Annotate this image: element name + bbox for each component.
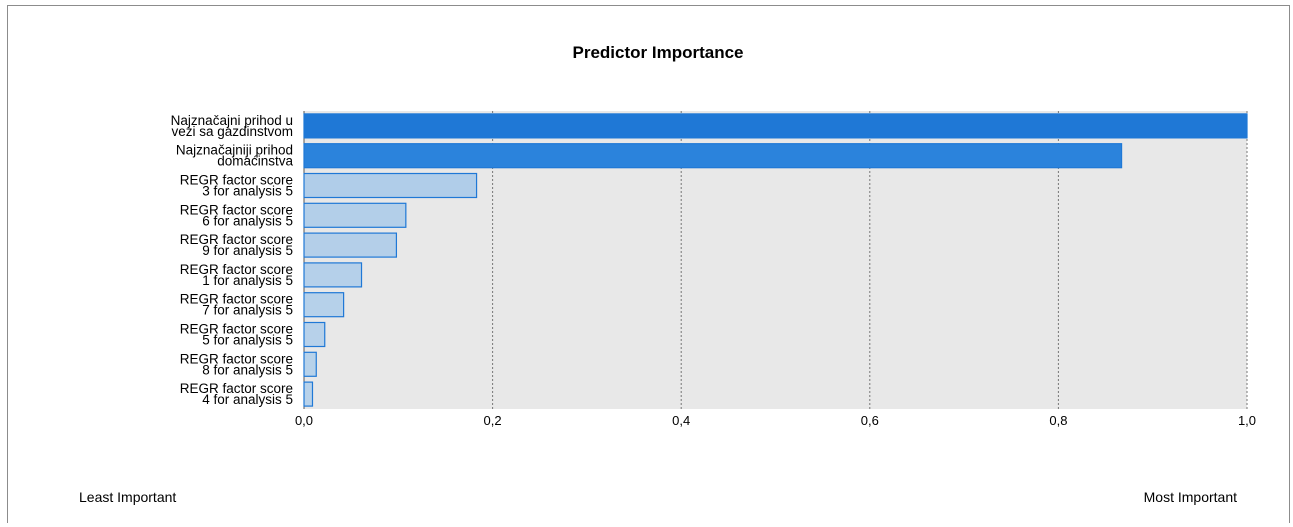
category-label-line: Najznačajni prihod u (171, 113, 293, 128)
category-label-line: domaćinstva (217, 154, 293, 169)
category-label-line: REGR factor score (180, 173, 293, 188)
category-label: Najznačajni prihod u vezi sa gazdinstvom (171, 113, 293, 139)
category-labels: Najznačajni prihod u vezi sa gazdinstvomN… (171, 113, 294, 407)
category-label: REGR factor score 8 for analysis 5 (180, 351, 293, 377)
bar (303, 321, 326, 348)
bar (303, 232, 398, 258)
category-label-line: 7 for analysis 5 (202, 303, 293, 318)
category-label-line: REGR factor score (180, 351, 293, 366)
bar (303, 143, 1123, 169)
category-label-line: 3 for analysis 5 (202, 184, 293, 199)
legend-most-important: Most Important (1144, 489, 1237, 505)
x-tick-label: 1,0 (1238, 413, 1256, 428)
category-label-line: 5 for analysis 5 (202, 333, 293, 348)
category-label-line: vezi sa gazdinstvom (171, 124, 293, 139)
category-label-line: REGR factor score (180, 292, 293, 307)
category-label-line: Najznačajniji prihod (176, 143, 293, 158)
category-label: REGR factor score 4 for analysis 5 (180, 381, 293, 407)
category-label: REGR factor score 9 for analysis 5 (180, 232, 293, 258)
category-label: REGR factor score 7 for analysis 5 (180, 292, 293, 318)
category-label: REGR factor score 6 for analysis 5 (180, 202, 293, 228)
bar (303, 202, 407, 228)
category-label-line: REGR factor score (180, 232, 293, 247)
x-tick-label: 0,6 (861, 413, 879, 428)
chart-title: Predictor Importance (573, 43, 744, 62)
x-tick-label: 0,2 (484, 413, 502, 428)
x-tick-label: 0,4 (672, 413, 690, 428)
x-axis: 0,0 0,2 0,4 0,6 0,8 1,0 (295, 413, 1256, 428)
bar (303, 351, 317, 377)
category-label: REGR factor score 1 for analysis 5 (180, 262, 293, 288)
bar (303, 172, 478, 199)
bar (303, 292, 345, 318)
bar (303, 381, 314, 407)
bars (303, 113, 1248, 407)
bar (303, 262, 363, 288)
x-tick-label: 0,0 (295, 413, 313, 428)
category-label-line: 1 for analysis 5 (202, 273, 293, 288)
category-label: REGR factor score 3 for analysis 5 (180, 173, 293, 199)
x-tick-label: 0,8 (1049, 413, 1067, 428)
legend-least-important: Least Important (79, 489, 176, 505)
bar (303, 113, 1248, 139)
category-label-line: 4 for analysis 5 (202, 392, 293, 407)
chart-frame (7, 5, 1290, 523)
category-label-line: 8 for analysis 5 (202, 362, 293, 377)
category-label: REGR factor score 5 for analysis 5 (180, 322, 293, 348)
category-label: Najznačajniji prihod domaćinstva (176, 143, 294, 169)
category-label-line: REGR factor score (180, 262, 293, 277)
category-label-line: 9 for analysis 5 (202, 243, 293, 258)
category-label-line: REGR factor score (180, 322, 293, 337)
category-label-line: REGR factor score (180, 381, 293, 396)
category-label-line: 6 for analysis 5 (202, 213, 293, 228)
category-label-line: REGR factor score (180, 202, 293, 217)
